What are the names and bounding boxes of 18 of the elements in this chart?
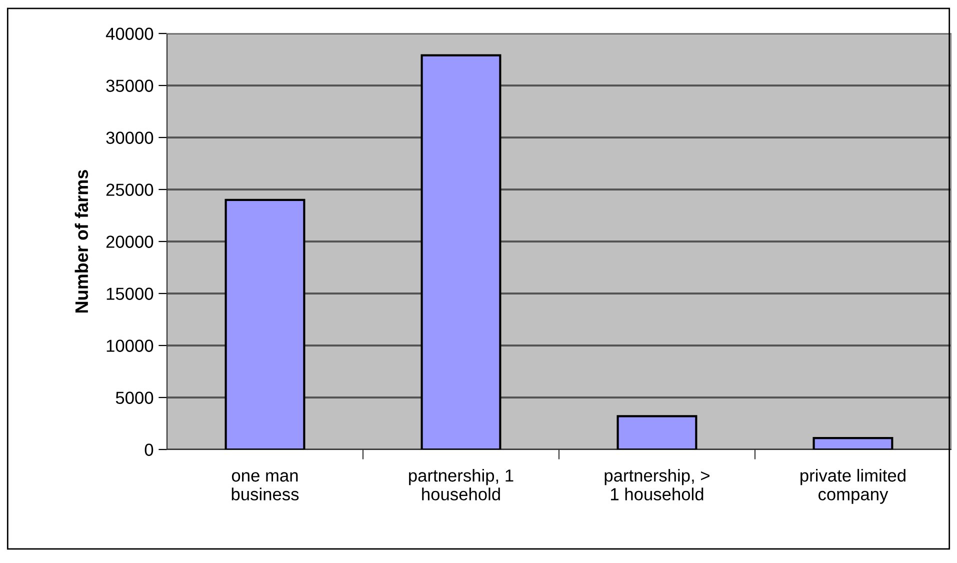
- y-tick-label: 40000: [106, 28, 154, 40]
- x-tick-label: private limited company: [800, 468, 906, 504]
- y-tick-label: 30000: [106, 132, 154, 144]
- x-tick-label: partnership, > 1 household: [604, 468, 710, 500]
- y-tick-label: 35000: [106, 80, 154, 92]
- bar: [616, 415, 698, 450]
- y-tick-label: 20000: [106, 236, 154, 248]
- bar: [224, 198, 306, 450]
- y-tick-label: 15000: [106, 288, 154, 300]
- y-axis-title: Number of farms: [74, 170, 88, 313]
- bar: [812, 437, 894, 450]
- y-tick-label: 25000: [106, 184, 154, 196]
- y-tick-label: 10000: [106, 340, 154, 352]
- x-tick-label: partnership, 1 household: [409, 468, 514, 500]
- y-tick-label: 5000: [116, 392, 154, 404]
- bar: [420, 54, 502, 450]
- x-tick-label: one man business: [232, 472, 299, 500]
- y-tick-label: 0: [144, 444, 154, 456]
